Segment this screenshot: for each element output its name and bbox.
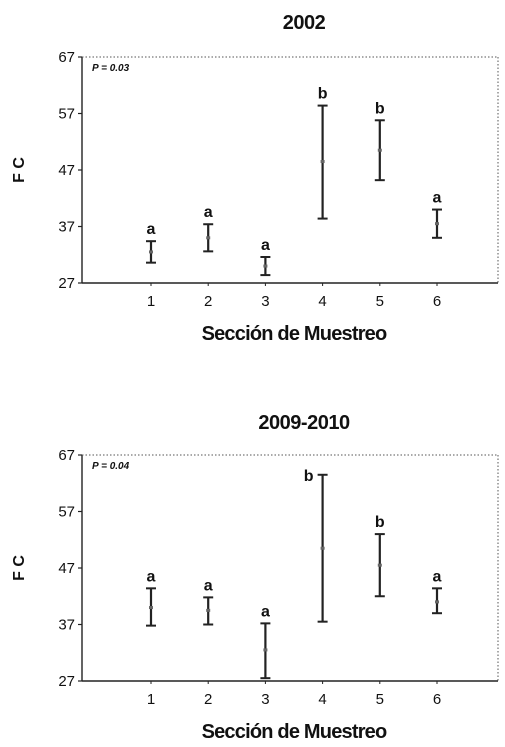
group-letter: a [204, 204, 213, 221]
error-bar-6: a [432, 568, 442, 615]
x-tick-label: 3 [261, 293, 269, 310]
mean-marker [435, 600, 439, 604]
group-letter: b [375, 514, 385, 531]
error-bar-1: a [146, 221, 156, 264]
mean-marker [206, 608, 211, 612]
p-value-annotation: P = 0.04 [92, 461, 130, 472]
group-letter: b [318, 86, 328, 103]
y-tick-label: 27 [58, 673, 75, 690]
error-bar-4: b [304, 468, 328, 623]
mean-marker [149, 250, 153, 254]
mean-marker [206, 236, 211, 240]
y-tick-label: 47 [58, 162, 75, 179]
chart-title: 2009-2010 [258, 412, 350, 434]
x-tick-label: 2 [204, 691, 212, 708]
x-tick-label: 5 [376, 691, 384, 708]
chart-title: 2002 [283, 12, 326, 34]
group-letter: a [147, 568, 156, 585]
group-letter: a [261, 603, 270, 620]
error-bar-1: a [146, 568, 156, 627]
mean-marker [263, 648, 268, 652]
mean-marker [149, 606, 153, 610]
y-axis-label: F C [11, 555, 28, 581]
chart-panel-1: 2002 27 37 47 57 67 F C 1 2 3 4 5 6 Sección de Muestr… [11, 12, 499, 345]
y-tick-label: 57 [58, 504, 75, 521]
error-bar-5: b [374, 100, 385, 182]
x-axis-label: Sección de Muestreo [202, 323, 387, 345]
x-tick-label: 2 [204, 293, 212, 310]
error-bar-2: a [203, 577, 214, 626]
x-tick-label: 6 [433, 293, 441, 310]
mean-marker [320, 160, 325, 164]
y-tick-label: 47 [58, 560, 75, 577]
x-tick-label: 5 [376, 293, 384, 310]
x-tick-label: 4 [318, 293, 326, 310]
mean-marker [377, 148, 382, 152]
x-tick-label: 1 [147, 293, 155, 310]
y-tick-label: 57 [58, 106, 75, 123]
y-tick-label: 27 [58, 275, 75, 292]
x-tick-label: 1 [147, 691, 155, 708]
y-tick-label: 37 [58, 617, 75, 634]
group-letter: b [304, 468, 314, 485]
x-tick-label: 4 [318, 691, 326, 708]
chart-panel-2: 2009-2010 27 37 47 57 67 F C 1 2 3 4 5 6 Sección de M… [11, 412, 499, 743]
y-tick-label: 67 [58, 447, 75, 464]
mean-marker [435, 222, 439, 226]
error-bar-3: a [260, 603, 271, 680]
group-letter: a [147, 221, 156, 238]
error-bar-6: a [432, 190, 442, 239]
mean-marker [263, 264, 268, 268]
x-tick-label: 6 [433, 691, 441, 708]
p-value-annotation: P = 0.03 [92, 63, 130, 74]
group-letter: a [261, 237, 270, 254]
error-bar-4: b [317, 86, 328, 220]
error-bar-3: a [260, 237, 271, 277]
mean-marker [377, 563, 382, 567]
mean-marker [320, 546, 325, 550]
y-tick-label: 67 [58, 49, 75, 66]
group-letter: a [204, 577, 213, 594]
x-axis-label: Sección de Muestreo [202, 721, 387, 742]
error-bar-2: a [203, 204, 214, 253]
group-letter: b [375, 100, 385, 117]
y-tick-label: 37 [58, 219, 75, 236]
group-letter: a [433, 190, 442, 207]
group-letter: a [433, 568, 442, 585]
y-axis-label: F C [11, 157, 28, 183]
error-bar-5: b [374, 514, 385, 598]
x-tick-label: 3 [261, 691, 269, 708]
